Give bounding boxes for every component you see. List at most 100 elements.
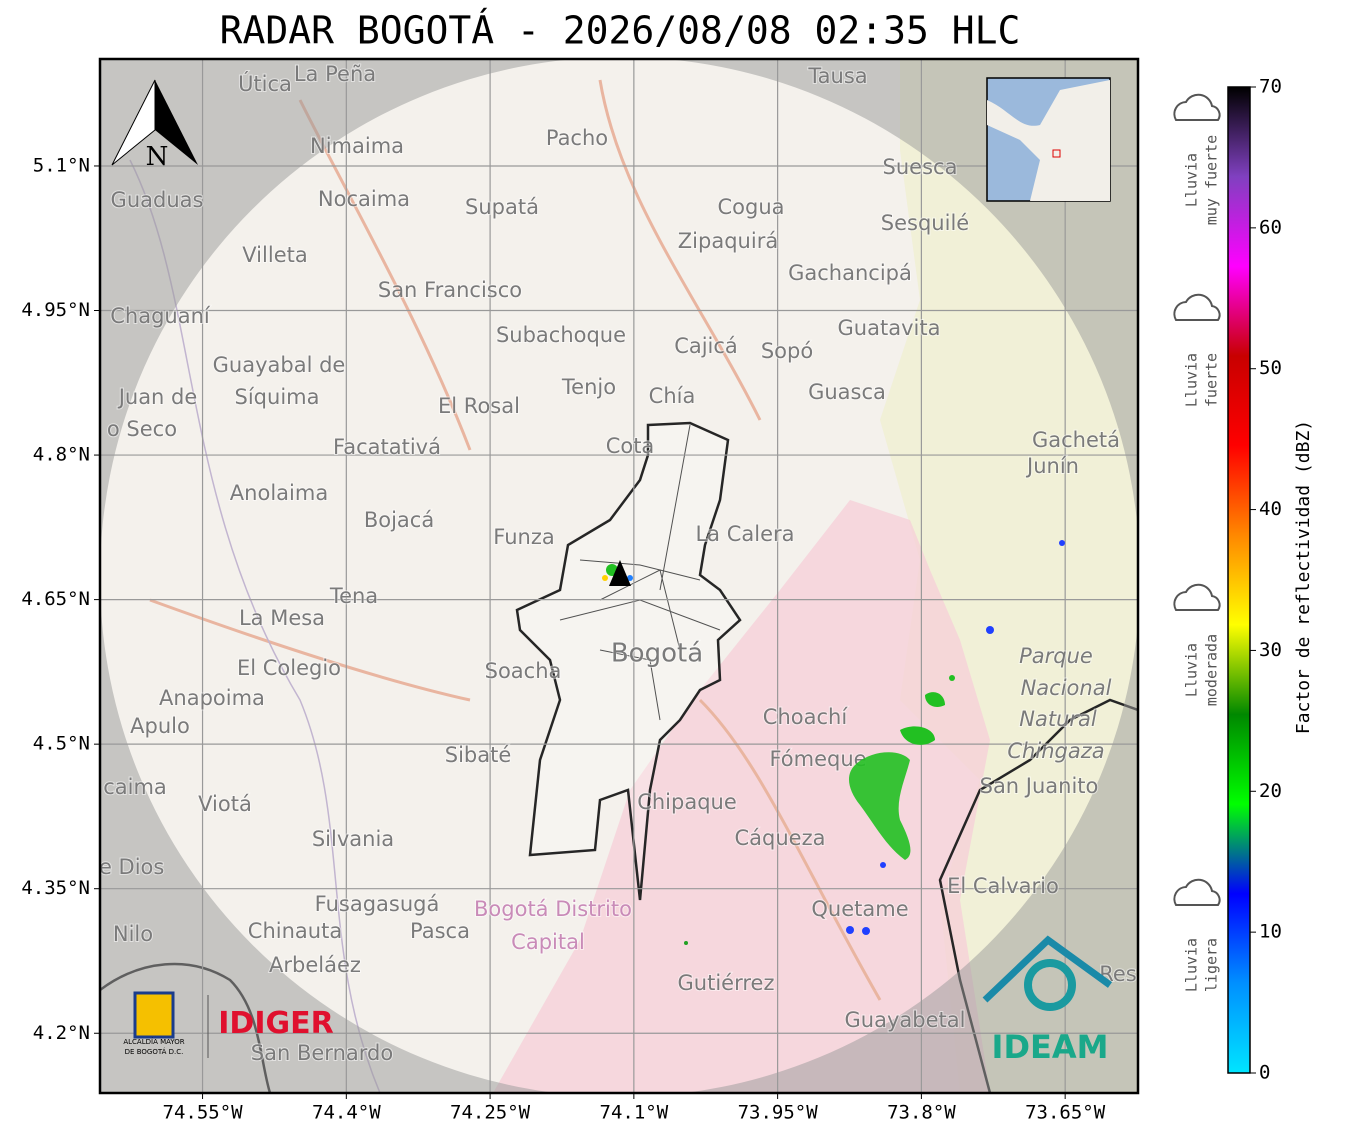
place-label: Parque <box>1019 644 1093 668</box>
place-label: Pacho <box>546 126 608 150</box>
rain-level-label: Lluvia <box>1183 353 1201 407</box>
place-label: Juan de <box>117 385 198 409</box>
place-label: Facatativá <box>333 435 441 459</box>
rain-level-label: fuerte <box>1203 353 1221 407</box>
place-label: Bogotá <box>611 639 703 669</box>
place-label: Arbeláez <box>269 953 361 977</box>
rain-icon <box>1173 583 1221 611</box>
place-label: Chipaque <box>637 790 737 814</box>
place-label: Capital <box>511 930 585 954</box>
rain-icon <box>1173 878 1221 906</box>
north-label: N <box>146 142 169 172</box>
colorbar-tick-label: 70 <box>1259 76 1282 98</box>
place-label: Junín <box>1025 454 1079 478</box>
y-tick-label: 4.5°N <box>33 733 90 755</box>
place-label: Guayabetal <box>845 1008 966 1032</box>
place-label: Cajicá <box>674 334 738 358</box>
place-label: La Peña <box>294 62 376 86</box>
place-label: Tena <box>329 584 378 608</box>
place-label: Chinauta <box>248 919 342 943</box>
colorbar-tick-label: 60 <box>1259 216 1282 238</box>
place-label: Tausa <box>807 64 867 88</box>
place-label: Zipaquirá <box>678 229 778 253</box>
place-label: Fusagasugá <box>315 892 440 916</box>
rain-level-label: muy fuerte <box>1203 135 1221 225</box>
place-label: Choachí <box>763 705 849 729</box>
place-label: Guasca <box>808 380 886 404</box>
place-label: Nilo <box>113 922 153 946</box>
place-label: San Francisco <box>378 278 522 302</box>
place-label: El Rosal <box>438 394 520 418</box>
colorbar-label: Factor de reflectividad (dBZ) <box>1293 420 1314 734</box>
rain-level-label: Lluvia <box>1183 643 1201 697</box>
rain-level-label: Lluvia <box>1183 153 1201 207</box>
place-label: Gachetá <box>1032 428 1120 452</box>
y-tick-label: 4.2°N <box>33 1022 90 1044</box>
place-label: Guatavita <box>838 316 941 340</box>
place-label: Funza <box>493 525 554 549</box>
rain-level-label: Lluvia <box>1183 938 1201 992</box>
north-arrow: N <box>111 79 198 172</box>
rain-icon <box>1173 293 1221 321</box>
place-label: Villeta <box>242 243 307 267</box>
place-label: Subachoque <box>496 323 626 347</box>
x-tick-label: 73.65°W <box>1025 1102 1106 1124</box>
map: Útica La Peña Tausa Pacho Nimaima Suesca Guadu… <box>86 59 1138 1093</box>
place-label: Anapoima <box>159 686 265 710</box>
logo-idiger: IDIGER <box>218 1006 333 1041</box>
logo-alcaldia: ALCALDÍA MAYOR DE BOGOTÁ D.C. IDIGER IDE… <box>123 935 1113 1066</box>
colorbar-tick-label: 20 <box>1259 780 1282 802</box>
x-tick-label: 74.55°W <box>163 1102 244 1124</box>
colorbar-tick-label: 30 <box>1259 639 1282 661</box>
place-label: Nimaima <box>310 134 404 158</box>
colorbar-tick-label: 40 <box>1259 498 1282 520</box>
place-label: Tenjo <box>561 375 616 399</box>
place-label: Bogotá Distrito <box>474 897 632 921</box>
place-label: El Colegio <box>237 656 341 680</box>
place-label: Síquima <box>235 385 320 409</box>
place-label: La Calera <box>695 522 794 546</box>
place-label: Quetame <box>811 897 908 921</box>
place-label: Cota <box>606 434 655 458</box>
place-label: Chaguaní <box>110 304 211 328</box>
colorbar-tick-label: 0 <box>1259 1062 1270 1084</box>
x-tick-label: 74.4°W <box>312 1102 381 1124</box>
place-label: Guayabal de <box>213 353 346 377</box>
place-label: Soacha <box>485 659 562 683</box>
logo-ideam: IDEAM <box>992 1028 1109 1066</box>
place-label: Gachancipá <box>788 261 912 285</box>
place-label: Cogua <box>717 195 784 219</box>
place-label: Suesca <box>883 155 958 179</box>
place-label: Nacional <box>1021 676 1112 700</box>
place-label: Nocaima <box>318 187 410 211</box>
y-tick-label: 4.8°N <box>33 444 90 466</box>
y-tick-label: 4.65°N <box>21 588 90 610</box>
place-label: San Bernardo <box>251 1041 393 1065</box>
place-label: Bojacá <box>364 508 434 532</box>
place-label: de Dios <box>86 855 165 879</box>
place-label: Sopó <box>761 339 813 363</box>
rain-level-label: ligera <box>1203 938 1221 992</box>
place-label: Fómeque <box>769 747 866 771</box>
radar-site <box>609 560 631 586</box>
place-label: Chía <box>649 384 696 408</box>
place-label: Anolaima <box>230 481 328 505</box>
radar-echo <box>602 540 1065 945</box>
rain-icon <box>1173 93 1221 121</box>
place-label: o Seco <box>107 417 177 441</box>
place-label: Sesquilé <box>881 211 969 235</box>
x-tick-label: 74.25°W <box>450 1102 531 1124</box>
place-label: Guaduas <box>111 188 204 212</box>
place-label: El Calvario <box>947 874 1059 898</box>
place-label: Apulo <box>130 714 190 738</box>
colorbar <box>1227 86 1251 1074</box>
place-label: Útica <box>238 71 292 96</box>
place-label: Cáqueza <box>735 826 826 850</box>
colorbar-tick-label: 10 <box>1259 921 1282 943</box>
logo-text: DE BOGOTÁ D.C. <box>125 1047 184 1056</box>
place-label: San Juanito <box>980 774 1099 798</box>
place-label: Sibaté <box>445 743 512 767</box>
y-tick-label: 4.95°N <box>21 299 90 321</box>
y-tick-label: 4.35°N <box>21 877 90 899</box>
